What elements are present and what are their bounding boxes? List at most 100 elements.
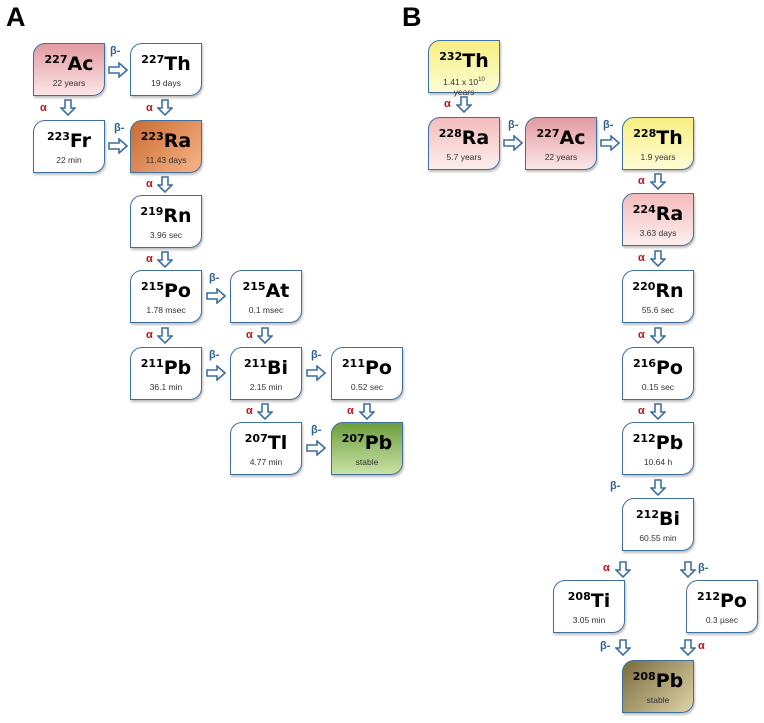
- element-symbol: Bi: [266, 357, 288, 379]
- nuclide-a-bi211: 211Bi 2.15 min: [230, 347, 302, 400]
- alpha-decay-label: α: [638, 405, 645, 417]
- alpha-decay-label: α: [40, 102, 47, 114]
- half-life: 1.41 x 1010 years: [429, 75, 499, 97]
- element-symbol: Ti: [590, 590, 611, 612]
- element-symbol: Rn: [655, 280, 684, 302]
- nuclide-name: 211Bi: [231, 353, 301, 379]
- nuclide-a-tl207: 207Tl 4.77 min: [230, 422, 302, 475]
- mass-number: 211: [244, 357, 267, 370]
- nuclide-name: 224Ra: [623, 199, 693, 225]
- nuclide-b-ac227: 227Ac 22 years: [525, 117, 597, 170]
- beta-decay-label: β-: [311, 349, 322, 361]
- mass-number: 232: [439, 50, 463, 63]
- mass-number: 207: [341, 432, 365, 445]
- half-life-unit: years: [453, 86, 475, 97]
- half-life: 0.1 msec: [248, 305, 284, 315]
- beta-decay-label: β-: [508, 119, 519, 131]
- mass-number: 212: [636, 508, 659, 521]
- alpha-decay-label: α: [146, 178, 153, 190]
- mass-number: 211: [140, 357, 164, 370]
- mass-number: 211: [342, 357, 365, 370]
- arrow-down-icon: [257, 403, 273, 420]
- element-symbol: Pb: [364, 432, 393, 454]
- mass-number: 215: [242, 280, 266, 293]
- nuclide-a-pb207: 207Pb stable: [331, 422, 403, 475]
- nuclide-a-po215: 215Po 1.78 msec: [130, 270, 202, 323]
- element-symbol: Bi: [658, 508, 680, 530]
- arrow-right-icon: [600, 135, 620, 151]
- nuclide-b-th232: 232Th 1.41 x 1010 years: [428, 40, 500, 97]
- alpha-decay-label: α: [146, 329, 153, 341]
- mass-number: 208: [632, 670, 656, 683]
- element-symbol: Ac: [67, 53, 94, 75]
- mass-number: 227: [44, 53, 68, 66]
- beta-decay-label: β-: [610, 480, 621, 492]
- half-life: 0.52 sec: [350, 382, 384, 392]
- mass-number: 215: [141, 280, 164, 293]
- half-life: 3.63 days: [639, 228, 677, 238]
- nuclide-b-pb212: 212Pb 10.64 h: [622, 422, 694, 475]
- element-symbol: Po: [163, 280, 191, 302]
- alpha-decay-label: α: [638, 252, 645, 264]
- arrow-right-icon: [108, 138, 128, 154]
- alpha-decay-label: α: [638, 175, 645, 187]
- mass-number: 224: [632, 203, 656, 216]
- beta-decay-label: β-: [209, 272, 220, 284]
- element-symbol: Ra: [461, 127, 490, 149]
- nuclide-a-po211: 211Po 0.52 sec: [331, 347, 403, 400]
- alpha-decay-label: α: [146, 102, 153, 114]
- nuclide-name: 220Rn: [623, 276, 693, 302]
- nuclide-name: 211Po: [332, 353, 402, 379]
- nuclide-name: 232Th: [429, 46, 499, 72]
- arrow-down-icon: [650, 250, 666, 267]
- arrow-down-icon: [359, 403, 375, 420]
- half-life: 22 years: [544, 152, 578, 162]
- arrow-down-icon: [157, 99, 173, 116]
- beta-decay-label: β-: [603, 119, 614, 131]
- element-symbol: Pb: [163, 357, 192, 379]
- arrow-down-icon: [157, 251, 173, 268]
- arrow-down-icon: [650, 173, 666, 190]
- half-life: 55.6 sec: [641, 305, 675, 315]
- panel-label-a: A: [6, 2, 26, 32]
- element-symbol: Pb: [655, 432, 684, 454]
- element-symbol: Th: [164, 53, 191, 75]
- nuclide-a-ra223: 223Ra 11.43 days: [130, 120, 202, 173]
- nuclide-name: 219Rn: [131, 201, 201, 227]
- beta-decay-label: β-: [209, 349, 220, 361]
- half-life-exponent: 10: [478, 77, 485, 83]
- nuclide-name: 223Ra: [131, 126, 201, 152]
- half-life: 10.64 h: [643, 457, 673, 467]
- nuclide-name: 207Tl: [231, 428, 301, 454]
- alpha-decay-label: α: [246, 405, 253, 417]
- beta-decay-label: β-: [600, 640, 611, 652]
- nuclide-name: 211Pb: [131, 353, 201, 379]
- nuclide-a-rn219: 219Rn 3.96 sec: [130, 195, 202, 248]
- nuclide-name: 223Fr: [34, 126, 104, 152]
- nuclide-b-po216: 216Po 0.15 sec: [622, 347, 694, 400]
- nuclide-name: 215At: [231, 276, 301, 302]
- half-life: 0.15 sec: [641, 382, 675, 392]
- alpha-decay-label: α: [698, 640, 705, 652]
- nuclide-a-at215: 215At 0.1 msec: [230, 270, 302, 323]
- arrow-right-icon: [108, 62, 128, 78]
- element-symbol: Rn: [163, 205, 192, 227]
- half-life: stable: [355, 457, 379, 467]
- nuclide-b-ti208: 208Ti 3.05 min: [553, 580, 625, 633]
- arrow-right-icon: [503, 135, 523, 151]
- arrow-down-icon: [650, 479, 666, 496]
- mass-number: 223: [140, 130, 164, 143]
- element-symbol: Po: [719, 590, 747, 612]
- nuclide-name: 208Pb: [623, 666, 693, 692]
- half-life: 5.7 years: [446, 152, 482, 162]
- nuclide-name: 215Po: [131, 276, 201, 302]
- half-life: 1.78 msec: [146, 305, 186, 315]
- nuclide-name: 212Po: [687, 586, 757, 612]
- arrow-down-icon: [650, 403, 666, 420]
- half-life: 0.3 µsec: [705, 615, 739, 625]
- nuclide-name: 207Pb: [332, 428, 402, 454]
- nuclide-name: 227Ac: [526, 123, 596, 149]
- nuclide-name: 216Po: [623, 353, 693, 379]
- alpha-decay-label: α: [347, 405, 354, 417]
